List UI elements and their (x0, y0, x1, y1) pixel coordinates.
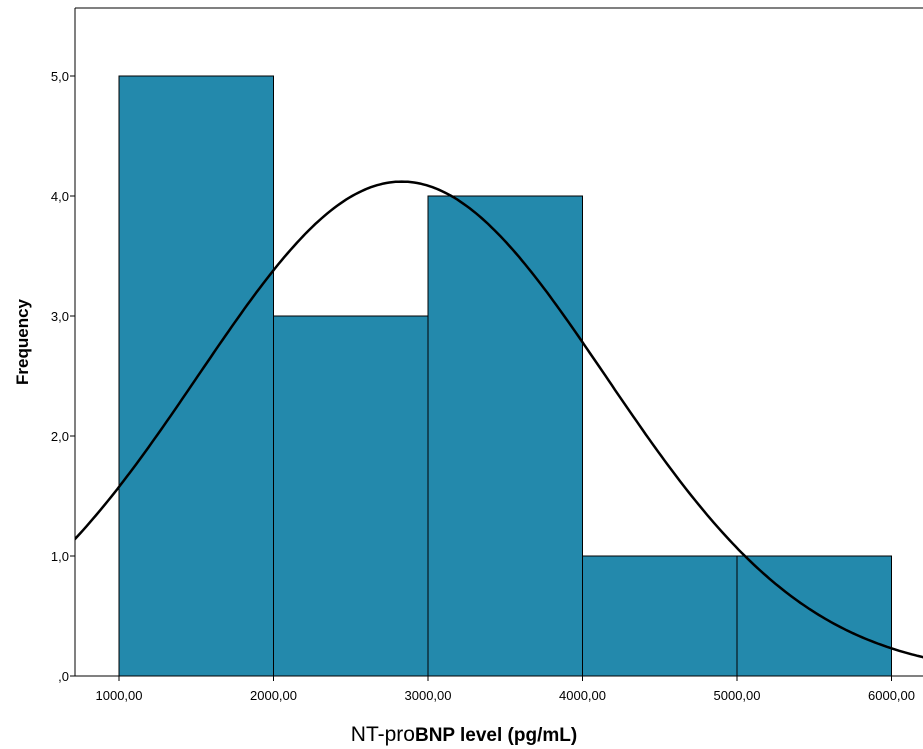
bars-layer (118, 75, 892, 677)
x-tick-label: 5000,00 (714, 688, 761, 703)
x-tick-label: 3000,00 (405, 688, 452, 703)
y-tick-label: 5,0 (51, 69, 69, 84)
axes-layer (74, 7, 923, 677)
histogram-bar-5 (736, 555, 892, 677)
y-axis-title: Frequency (13, 298, 32, 385)
y-tick-label: 2,0 (51, 429, 69, 444)
x-axis-title: NT-proBNP level (pg/mL) (351, 723, 577, 746)
ticks-layer: ,0 1,0 2,0 3,0 4,0 5,0 1000,00 2000,00 3000,00 40… (51, 69, 915, 703)
x-tick-label: 2000,00 (250, 688, 297, 703)
x-tick-label: 4000,00 (559, 688, 606, 703)
x-tick-label: 1000,00 (96, 688, 143, 703)
histogram-bar-2 (273, 315, 429, 677)
histogram-bar-1 (118, 75, 274, 677)
histogram-bar-4 (582, 555, 738, 677)
y-tick-label: ,0 (58, 669, 69, 684)
histogram-bar-3 (427, 195, 583, 677)
x-axis-title-main: BNP level (pg/mL) (415, 725, 577, 746)
y-tick-label: 3,0 (51, 309, 69, 324)
y-tick-label: 4,0 (51, 189, 69, 204)
normal-curve (75, 180, 923, 659)
normal-curve-layer (75, 180, 923, 659)
x-axis-title-prefix: NT-pro (351, 723, 415, 746)
y-tick-label: 1,0 (51, 549, 69, 564)
x-tick-label: 6000,00 (868, 688, 915, 703)
